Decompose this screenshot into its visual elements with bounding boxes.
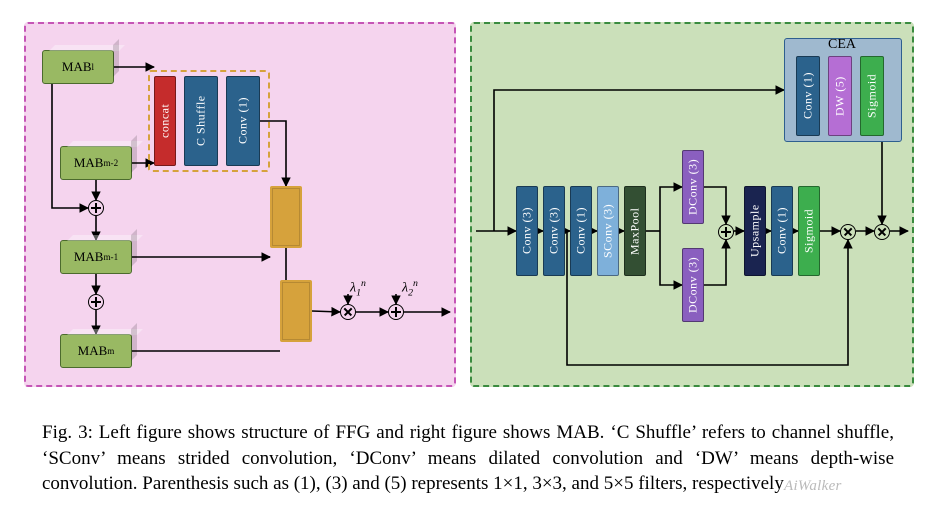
cea-op-2: Sigmoid (860, 56, 884, 136)
watermark: AiWalker (784, 478, 842, 495)
plus-icon (88, 294, 104, 310)
plus-icon (388, 304, 404, 320)
mab-tail-1: Conv (1) (771, 186, 793, 276)
figure-caption: Fig. 3: Left figure shows structure of F… (42, 420, 894, 497)
mab-op-0: Conv (3) (516, 186, 538, 276)
ffg-group-box-0 (270, 186, 302, 248)
mab-block-2: MABm-1 (60, 240, 132, 274)
mab-op-2: Conv (1) (570, 186, 592, 276)
multiply-icon (340, 304, 356, 320)
mab-tail-2: Sigmoid (798, 186, 820, 276)
mab-tail-0: Upsample (744, 186, 766, 276)
ffg-group-box-1 (280, 280, 312, 342)
mab-op-1: Conv (3) (543, 186, 565, 276)
cea-label: CEA (828, 37, 856, 53)
cea-op-0: Conv (1) (796, 56, 820, 136)
mab-op-4: MaxPool (624, 186, 646, 276)
plus-icon (88, 200, 104, 216)
ffg-op-1: C Shuffle (184, 76, 218, 166)
plus-icon (718, 224, 734, 240)
ffg-op-0: concat (154, 76, 176, 166)
figure-canvas: MABlMABm-2MABm-1MABmconcatC ShuffleConv … (0, 0, 936, 412)
multiply-icon (874, 224, 890, 240)
mab-block-3: MABm (60, 334, 132, 368)
mab-block-1: MABm-2 (60, 146, 132, 180)
ffg-op-2: Conv (1) (226, 76, 260, 166)
mab-block-0: MABl (42, 50, 114, 84)
cea-op-1: DW (5) (828, 56, 852, 136)
multiply-icon (840, 224, 856, 240)
mab-op-3: SConv (3) (597, 186, 619, 276)
dconv-1: DConv (3) (682, 248, 704, 322)
dconv-0: DConv (3) (682, 150, 704, 224)
